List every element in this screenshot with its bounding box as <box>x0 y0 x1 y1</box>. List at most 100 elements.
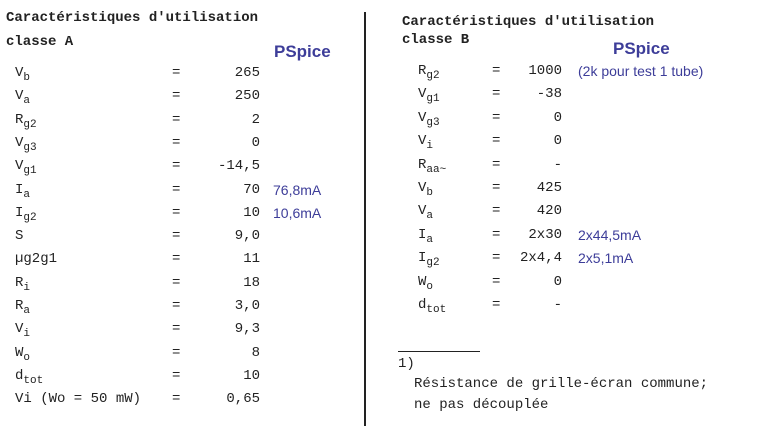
equals: = <box>172 158 181 175</box>
symbol-subscript: g2 <box>23 118 37 131</box>
symbol: Vb <box>15 65 30 84</box>
symbol: S <box>15 228 23 244</box>
symbol: Vi <box>418 133 433 152</box>
symbol-subscript: a <box>23 188 31 201</box>
symbol-base: V <box>418 109 427 126</box>
equals: = <box>172 204 181 221</box>
symbol-base: R <box>15 111 24 128</box>
equals: = <box>492 86 501 103</box>
pspice-note: 76,8mA <box>273 181 322 198</box>
symbol: Rg2 <box>418 63 440 82</box>
equals: = <box>172 274 181 291</box>
symbol-base: µg2g1 <box>15 251 58 268</box>
footnote-text: Résistance de grille-écran commune; <box>414 376 709 392</box>
value: 10 <box>243 204 260 221</box>
equals: = <box>172 391 181 408</box>
symbol-base: V <box>15 88 24 105</box>
pspice-label: PSpice <box>274 42 331 61</box>
symbol: Vg1 <box>418 86 440 105</box>
value: - <box>553 297 562 313</box>
symbol: Rg2 <box>15 112 37 131</box>
symbol-base: V <box>418 203 427 220</box>
symbol-base: W <box>418 273 427 290</box>
symbol-subscript: b <box>426 186 434 199</box>
equals: = <box>172 111 181 128</box>
symbol-base: V <box>15 158 24 175</box>
symbol: Ig2 <box>418 250 440 269</box>
equals: = <box>492 203 501 220</box>
symbol: Vb <box>418 180 433 199</box>
footnote-mark: 1) <box>398 356 415 372</box>
footnote-text: ne pas découplée <box>414 397 549 413</box>
footnote-rule <box>398 351 480 352</box>
symbol-base: S <box>15 228 24 245</box>
pspice-note: (2k pour test 1 tube) <box>578 63 704 79</box>
value: 2x30 <box>528 226 562 243</box>
symbol-subscript: b <box>23 71 31 84</box>
symbol-subscript: g3 <box>23 141 37 154</box>
symbol-base: I <box>15 181 24 198</box>
symbol-subscript: g3 <box>426 116 440 129</box>
value: 420 <box>536 203 562 220</box>
symbol-base: V <box>418 133 427 150</box>
equals: = <box>172 65 181 81</box>
equals: = <box>172 88 181 105</box>
equals: = <box>172 251 181 268</box>
equals: = <box>172 228 181 245</box>
equals: = <box>172 344 181 361</box>
symbol-base: V <box>418 86 427 103</box>
value: 250 <box>234 88 260 105</box>
symbol-base: I <box>418 226 427 243</box>
symbol: Ia <box>15 182 30 201</box>
symbol: Vg3 <box>15 135 37 154</box>
symbol-subscript: a <box>426 210 434 223</box>
symbol: Vi <box>15 321 30 340</box>
symbol-subscript: i <box>23 328 31 341</box>
equals: = <box>492 226 501 243</box>
symbol-subscript: a <box>426 233 434 246</box>
symbol: Ig2 <box>15 205 37 224</box>
symbol: Vi (Wo = 50 mW) <box>15 391 141 407</box>
symbol-base: R <box>418 156 427 173</box>
value: 10 <box>243 367 260 384</box>
pspice-note: 2x44,5mA <box>578 226 642 243</box>
equals: = <box>172 367 181 384</box>
equals: = <box>492 180 501 196</box>
symbol-subscript: i <box>23 281 31 294</box>
value: 265 <box>234 65 260 81</box>
symbol: Vg3 <box>418 110 440 129</box>
value: 8 <box>251 344 260 361</box>
symbol-subscript: aa~ <box>426 163 447 176</box>
symbol-subscript: o <box>426 280 434 293</box>
symbol-subscript: g2 <box>426 256 440 269</box>
symbol-base: R <box>15 298 24 314</box>
symbol-subscript: g2 <box>23 211 37 224</box>
equals: = <box>172 181 181 198</box>
symbol-base: W <box>15 344 24 361</box>
symbol: Wo <box>15 345 30 364</box>
equals: = <box>492 250 501 267</box>
symbol-base: R <box>15 274 24 291</box>
symbol: µg2g1 <box>15 251 57 267</box>
title: Caractéristiques d'utilisation <box>402 14 655 30</box>
value: - <box>553 156 562 173</box>
subtitle: classe A <box>6 34 74 50</box>
symbol-base: d <box>15 367 24 384</box>
symbol-subscript: tot <box>426 303 447 316</box>
value: 9,0 <box>234 228 260 245</box>
symbol: Vg1 <box>15 158 37 177</box>
equals: = <box>492 297 501 313</box>
symbol-subscript: g1 <box>426 93 440 106</box>
pspice-note: 2x5,1mA <box>578 250 634 267</box>
symbol: Ia <box>418 227 433 246</box>
equals: = <box>492 273 501 290</box>
value: 18 <box>243 274 260 291</box>
symbol-base: R <box>418 63 427 79</box>
value: 2x4,4 <box>519 250 562 267</box>
subtitle: classe B <box>402 32 470 48</box>
value: -38 <box>536 86 562 103</box>
value: 0 <box>553 273 562 290</box>
value: -14,5 <box>217 158 260 175</box>
symbol-base: Vi (Wo = 50 mW) <box>15 391 142 408</box>
